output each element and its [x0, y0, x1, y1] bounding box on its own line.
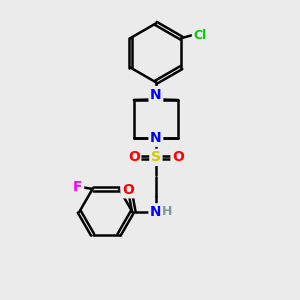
Text: H: H — [162, 205, 172, 218]
Text: O: O — [128, 150, 140, 164]
Text: O: O — [122, 183, 134, 197]
Text: F: F — [73, 180, 83, 194]
Text: S: S — [151, 150, 161, 164]
Text: N: N — [150, 131, 162, 145]
Text: N: N — [150, 205, 162, 219]
Text: O: O — [172, 150, 184, 164]
Text: N: N — [150, 88, 162, 102]
Text: Cl: Cl — [193, 29, 207, 42]
